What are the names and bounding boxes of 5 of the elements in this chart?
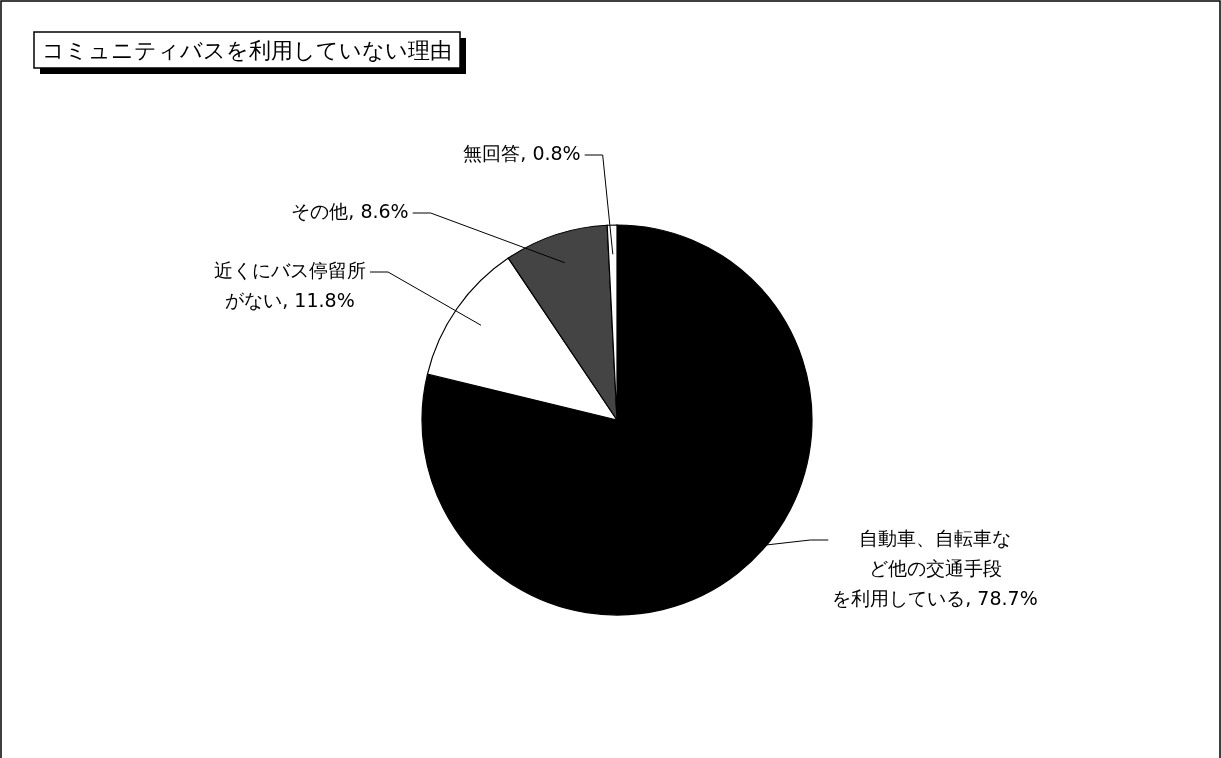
chart-title: コミュニティバスを利用していない理由 bbox=[42, 38, 452, 63]
slice-label: 自動車、自転車など他の交通手段を利用している, 78.7% bbox=[832, 527, 1038, 609]
slice-label: その他, 8.6% bbox=[291, 200, 409, 222]
slice-label: 無回答, 0.8% bbox=[463, 142, 581, 164]
slice-label: 近くにバス停留所がない, 11.8% bbox=[214, 259, 366, 311]
